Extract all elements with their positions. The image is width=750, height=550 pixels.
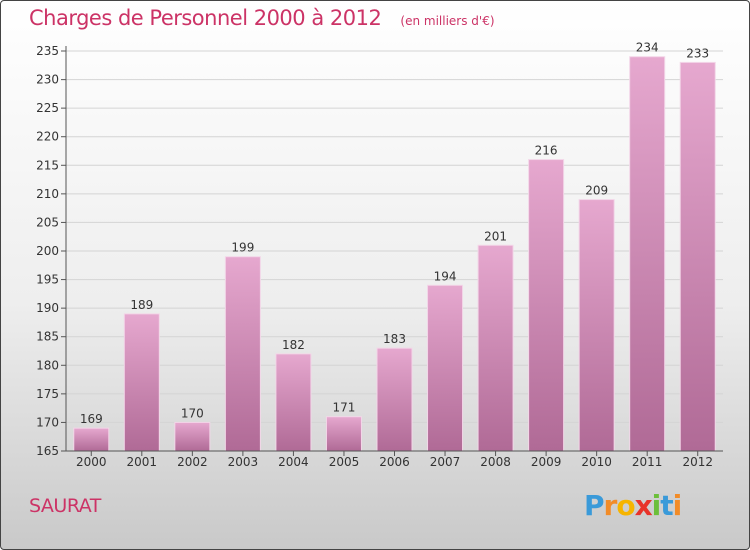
y-tick-labels: 165 170 175 180 185 190 195 200 205 210 215 220 225 2… xyxy=(36,44,59,458)
data-label: 201 xyxy=(484,229,507,243)
brand-letter: i xyxy=(672,489,683,522)
x-tick-label: 2011 xyxy=(632,455,663,469)
brand-logo: Proxiti xyxy=(584,489,683,522)
x-tick-label: 2000 xyxy=(76,455,107,469)
bar xyxy=(528,159,565,452)
brand-letter: o xyxy=(616,489,635,522)
y-tick-label: 185 xyxy=(36,330,59,344)
data-label: 183 xyxy=(383,332,406,346)
data-label: 216 xyxy=(535,144,558,158)
bar xyxy=(325,416,362,452)
y-tick-label: 200 xyxy=(36,244,59,258)
y-tick-label: 165 xyxy=(36,444,59,458)
y-tick-label: 205 xyxy=(36,215,59,229)
data-label: 209 xyxy=(585,184,608,198)
x-tick-label: 2012 xyxy=(682,455,713,469)
x-tick-label: 2002 xyxy=(177,455,208,469)
y-tick-label: 210 xyxy=(36,187,59,201)
data-label: 171 xyxy=(333,401,356,415)
brand-letter: x xyxy=(634,489,653,522)
x-tick-labels: 2000 2001 2002 2003 2004 2005 2006 2007 2008 2009… xyxy=(76,455,713,469)
bar xyxy=(224,256,261,452)
y-tick-label: 215 xyxy=(36,158,59,172)
brand-letter: t xyxy=(660,489,673,522)
data-label: 234 xyxy=(636,41,659,55)
data-label: 189 xyxy=(130,298,153,312)
bar xyxy=(629,56,666,452)
bar xyxy=(123,313,160,452)
x-tick-label: 2001 xyxy=(127,455,158,469)
bar xyxy=(427,284,464,452)
data-label: 194 xyxy=(434,269,457,283)
data-label: 169 xyxy=(80,412,103,426)
data-label: 233 xyxy=(686,46,709,60)
data-labels: 169 189 170 199 182 171 183 194 201 216 209 234 233 xyxy=(80,41,709,426)
x-tick-label: 2009 xyxy=(531,455,562,469)
x-tick-label: 2010 xyxy=(581,455,612,469)
bar xyxy=(73,427,110,452)
chart-title: Charges de Personnel 2000 à 2012 xyxy=(29,6,382,30)
data-label: 170 xyxy=(181,406,204,420)
x-tick-label: 2006 xyxy=(379,455,410,469)
x-tick-label: 2004 xyxy=(278,455,309,469)
bar xyxy=(174,421,211,452)
place-name: SAURAT xyxy=(29,495,101,517)
bar xyxy=(578,199,615,452)
brand-letter: P xyxy=(584,489,605,522)
y-tick-label: 230 xyxy=(36,73,59,87)
x-tick-label: 2007 xyxy=(430,455,461,469)
bar xyxy=(376,347,413,452)
data-label: 182 xyxy=(282,338,305,352)
data-label: 199 xyxy=(231,241,254,255)
title-block: Charges de Personnel 2000 à 2012 (en mil… xyxy=(29,6,495,30)
y-tick-label: 235 xyxy=(36,44,59,58)
y-tick-label: 190 xyxy=(36,301,59,315)
x-tick-label: 2008 xyxy=(480,455,511,469)
brand-letter: r xyxy=(603,489,618,522)
bar xyxy=(679,61,716,452)
axes xyxy=(61,46,723,456)
y-tick-label: 175 xyxy=(36,387,59,401)
y-tick-label: 220 xyxy=(36,130,59,144)
brand-letter: i xyxy=(651,489,662,522)
bar xyxy=(477,244,514,452)
bar xyxy=(275,353,312,452)
x-tick-label: 2003 xyxy=(228,455,259,469)
y-tick-label: 225 xyxy=(36,101,59,115)
y-tick-label: 180 xyxy=(36,358,59,372)
y-tick-label: 195 xyxy=(36,273,59,287)
y-tick-label: 170 xyxy=(36,415,59,429)
bars xyxy=(73,56,716,452)
chart-subtitle: (en milliers d'€) xyxy=(400,14,495,28)
x-tick-label: 2005 xyxy=(329,455,360,469)
